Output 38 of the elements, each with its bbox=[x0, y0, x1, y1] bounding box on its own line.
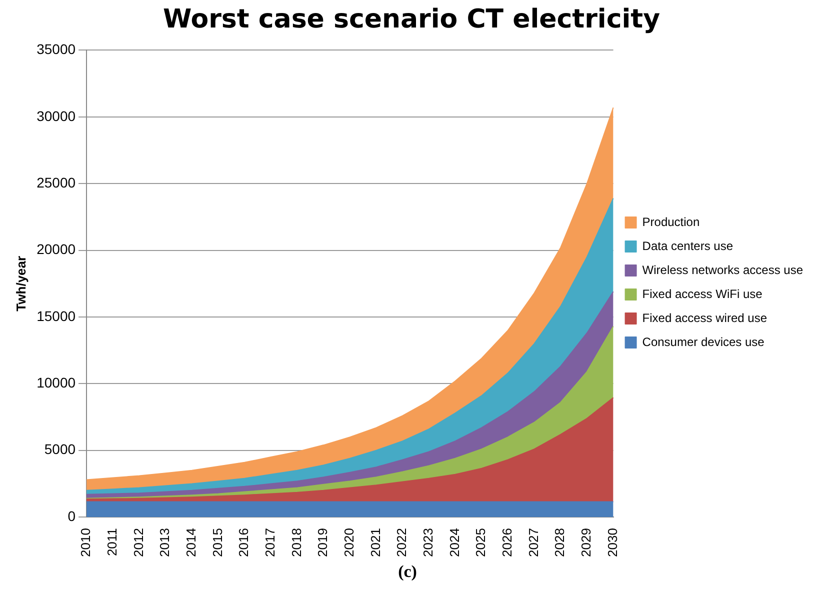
x-tick-label: 2013 bbox=[157, 528, 172, 557]
x-tick-label: 2028 bbox=[552, 528, 568, 557]
legend-label: Production bbox=[642, 214, 700, 229]
legend-label: Consumer devices use bbox=[642, 334, 765, 349]
x-tick-label: 2012 bbox=[130, 528, 146, 557]
y-tick-label: 35000 bbox=[36, 41, 76, 58]
x-tick-label: 2014 bbox=[183, 528, 198, 557]
x-tick-label: 2025 bbox=[473, 528, 488, 557]
y-tick-label: 30000 bbox=[36, 108, 76, 124]
legend-label: Wireless networks access use bbox=[642, 262, 804, 277]
y-axis-title: Twh/year bbox=[13, 256, 28, 312]
chart-title: Worst case scenario CT electricity bbox=[162, 4, 660, 34]
y-tick-label: 0 bbox=[68, 508, 76, 524]
y-tick-label: 20000 bbox=[36, 241, 76, 258]
legend-label: Fixed access WiFi use bbox=[642, 286, 763, 301]
x-tick-label: 2024 bbox=[446, 528, 462, 557]
x-tick-label: 2016 bbox=[236, 528, 252, 557]
y-tick-label: 15000 bbox=[36, 308, 76, 324]
x-tick-label: 2010 bbox=[78, 528, 94, 557]
x-tick-label: 2018 bbox=[288, 528, 304, 557]
x-tick-label: 2015 bbox=[210, 528, 225, 557]
x-tick-label: 2027 bbox=[526, 528, 541, 557]
y-tick-label: 10000 bbox=[36, 374, 76, 391]
x-tick-label: 2019 bbox=[315, 528, 330, 557]
x-tick-label: 2017 bbox=[262, 528, 278, 557]
y-tick-label: 25000 bbox=[36, 174, 76, 190]
x-tick-label: 2020 bbox=[341, 528, 356, 557]
text: (c) bbox=[397, 562, 418, 582]
x-tick-label: 2030 bbox=[604, 528, 620, 557]
x-tick-label: 2011 bbox=[104, 528, 120, 556]
x-tick-label: 2022 bbox=[394, 528, 410, 557]
legend-label: Data centers use bbox=[642, 238, 734, 253]
legend-label: Fixed access wired use bbox=[642, 310, 768, 325]
x-tick-label: 2029 bbox=[578, 528, 594, 557]
x-tick-label: 2023 bbox=[420, 528, 436, 557]
y-tick-label: 5000 bbox=[44, 441, 76, 458]
x-tick-label: 2021 bbox=[368, 528, 383, 557]
x-tick-label: 2026 bbox=[500, 528, 515, 557]
